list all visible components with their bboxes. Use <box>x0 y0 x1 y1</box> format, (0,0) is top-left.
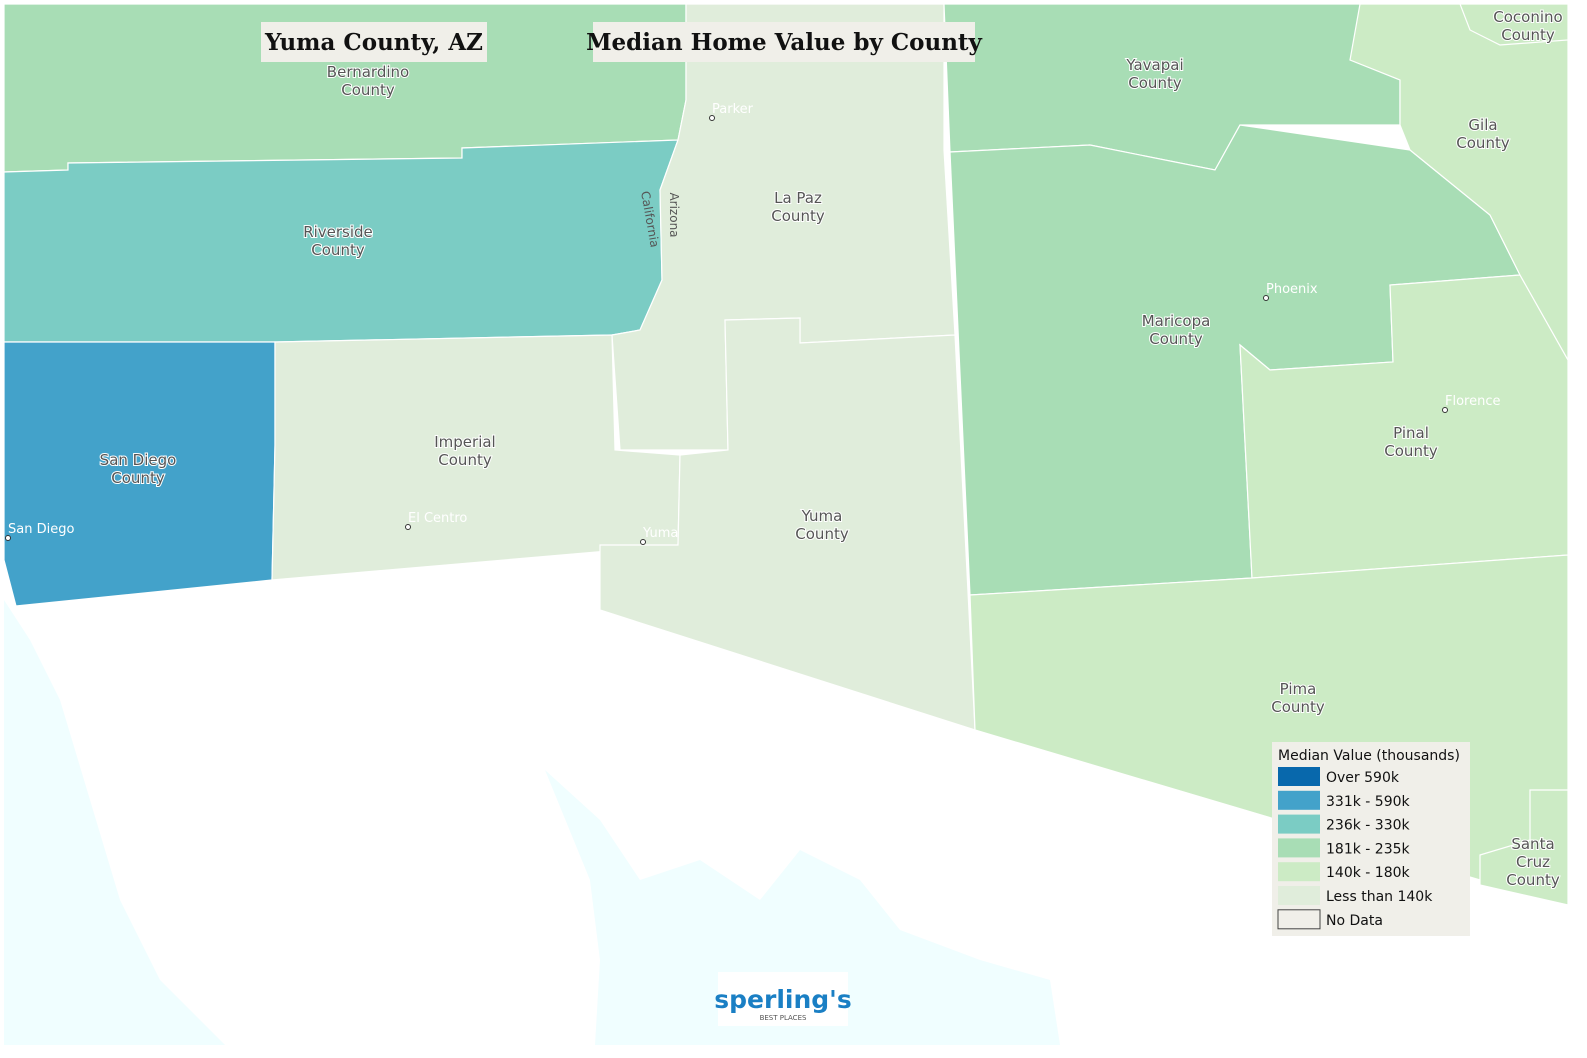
county-label-line: Gila <box>1468 116 1497 134</box>
county <box>611 3 956 451</box>
county-label: La Paz County <box>771 189 825 225</box>
county-label-line: County <box>1384 442 1438 460</box>
county-label-line: County <box>1128 74 1182 92</box>
county-label: Maricopa County <box>1142 312 1211 348</box>
state-label: Arizona <box>667 192 681 237</box>
legend-label: 236k - 330k <box>1326 818 1411 834</box>
title-box <box>593 22 975 62</box>
county-label: Pinal County <box>1384 424 1438 460</box>
county-label-line: County <box>1271 698 1325 716</box>
water <box>4 600 1060 1045</box>
county-label-line: Pima <box>1280 680 1317 698</box>
county-label-line: County <box>1149 330 1203 348</box>
city-label: El Centro <box>408 511 467 526</box>
county-label-line: Pinal <box>1393 424 1429 442</box>
county-label-line: Riverside <box>303 223 373 241</box>
county-label-line: Santa <box>1511 835 1554 853</box>
ocean <box>4 600 225 1045</box>
county-label-line: Coconino <box>1493 8 1562 26</box>
county-label: Coconino County <box>1493 8 1562 44</box>
county-label-line: County <box>111 469 165 487</box>
county-label-line: Yuma <box>801 507 843 525</box>
county <box>1459 3 1569 46</box>
city-dot <box>1263 295 1269 301</box>
county-label-line: Imperial <box>434 433 495 451</box>
legend: Median Value (thousands) Over 590k 331k -… <box>1272 742 1470 936</box>
header: Yuma County, AZ Median Home Value by Cou… <box>261 22 983 62</box>
legend-label: No Data <box>1326 913 1383 929</box>
legend-label: 331k - 590k <box>1326 794 1411 810</box>
county-label-line: San Diego <box>100 451 177 469</box>
county-label-line: County <box>341 81 395 99</box>
gulf <box>545 770 1060 1045</box>
place-box <box>261 22 487 62</box>
legend-swatch <box>1278 767 1320 786</box>
legend-label: Less than 140k <box>1326 889 1433 905</box>
county-label-line: County <box>795 525 849 543</box>
legend-label: Over 590k <box>1326 770 1400 786</box>
county-label-line: County <box>1506 871 1560 889</box>
county-label-line: County <box>1456 134 1510 152</box>
city-label: Yuma <box>642 526 678 541</box>
logo: sperling's BEST PLACES <box>714 972 852 1026</box>
legend-swatch <box>1278 886 1320 905</box>
legend-swatch <box>1278 790 1320 810</box>
county-label: Gila County <box>1456 116 1510 152</box>
city-label: San Diego <box>8 522 74 537</box>
county-label: Yuma County <box>795 507 849 543</box>
logo-name: sperling's <box>714 985 851 1014</box>
county-label-line: County <box>311 241 365 259</box>
county-label-line: County <box>1501 26 1555 44</box>
legend-swatch <box>1278 838 1320 858</box>
county-label-line: Yavapai <box>1125 56 1183 74</box>
county-label-line: La Paz <box>774 189 822 207</box>
legend-title: Median Value (thousands) <box>1278 748 1460 764</box>
logo-box <box>718 972 848 1026</box>
legend-swatch <box>1277 909 1321 930</box>
county-label: Imperial County <box>434 433 495 469</box>
county-label: Yavapai County <box>1125 56 1183 92</box>
legend-label: 181k - 235k <box>1326 841 1411 857</box>
county <box>1349 3 1569 363</box>
legend-label: 140k - 180k <box>1326 865 1411 881</box>
legend-swatch <box>1278 862 1320 882</box>
map-title: Median Home Value by County <box>586 29 982 56</box>
legend-swatch <box>1278 814 1320 834</box>
county <box>599 317 976 731</box>
city-label: Phoenix <box>1266 282 1318 297</box>
county-label: Riverside County <box>303 223 373 259</box>
county-label-line: County <box>771 207 825 225</box>
county-label: Pima County <box>1271 680 1325 716</box>
county <box>1479 789 1569 906</box>
county-label-line: Maricopa <box>1142 312 1211 330</box>
logo-tagline: BEST PLACES <box>760 1014 807 1022</box>
county-label: Bernardino County <box>327 63 409 99</box>
city-dot <box>640 539 646 545</box>
county-label-line: Cruz <box>1516 853 1550 871</box>
place-title: Yuma County, AZ <box>264 29 483 56</box>
city-dot <box>709 115 715 121</box>
county-label-line: County <box>438 451 492 469</box>
city-dot <box>405 524 411 530</box>
city-label: Parker <box>712 102 754 117</box>
county-label-line: Bernardino <box>327 63 409 81</box>
city-label: Florence <box>1445 394 1501 409</box>
county-label: Santa Cruz County <box>1506 835 1560 889</box>
city-dot <box>1442 407 1448 413</box>
city-dot <box>5 535 11 541</box>
county-label: San Diego County <box>100 451 177 487</box>
